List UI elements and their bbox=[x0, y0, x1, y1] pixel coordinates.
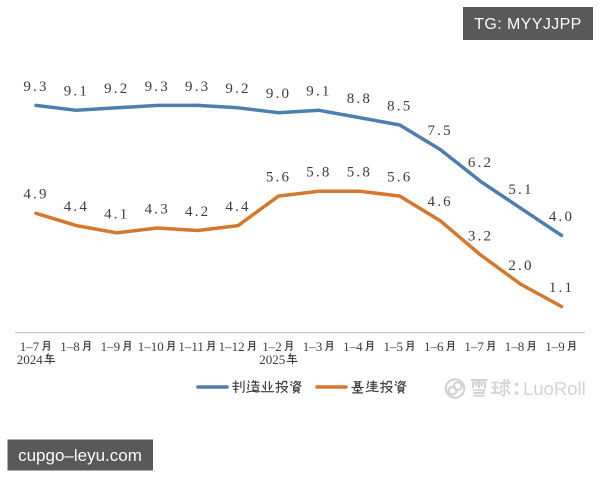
svg-text:2.0: 2.0 bbox=[508, 258, 533, 274]
svg-text:TG: MYYJJPP: TG: MYYJJPP bbox=[474, 16, 582, 33]
svg-text:5.8: 5.8 bbox=[347, 165, 372, 181]
svg-text:8.5: 8.5 bbox=[387, 98, 412, 114]
svg-text:2024: 2024 bbox=[17, 352, 44, 367]
svg-text:1–11: 1–11 bbox=[178, 339, 204, 354]
svg-text:5.6: 5.6 bbox=[266, 170, 291, 186]
svg-text:9.1: 9.1 bbox=[306, 84, 331, 100]
svg-text:1.1: 1.1 bbox=[549, 280, 574, 296]
svg-text:4.2: 4.2 bbox=[185, 204, 210, 220]
svg-text:5.1: 5.1 bbox=[508, 182, 533, 198]
svg-text:5.6: 5.6 bbox=[387, 170, 412, 186]
svg-text:1–7: 1–7 bbox=[20, 339, 40, 354]
svg-text:4.1: 4.1 bbox=[104, 206, 129, 222]
svg-text:4.4: 4.4 bbox=[64, 199, 89, 215]
svg-text:9.3: 9.3 bbox=[145, 79, 170, 95]
svg-text:1–6: 1–6 bbox=[424, 339, 444, 354]
svg-text:1–7: 1–7 bbox=[464, 339, 484, 354]
svg-text:1–5: 1–5 bbox=[384, 339, 404, 354]
svg-text:7.5: 7.5 bbox=[428, 123, 453, 139]
svg-text:9.2: 9.2 bbox=[225, 81, 250, 97]
svg-text:1–2: 1–2 bbox=[262, 339, 282, 354]
svg-text:1–9: 1–9 bbox=[545, 339, 565, 354]
svg-text:LuoRoll: LuoRoll bbox=[523, 378, 586, 399]
svg-text:1–8: 1–8 bbox=[60, 339, 79, 354]
svg-text:9.2: 9.2 bbox=[104, 81, 129, 97]
svg-text:4.0: 4.0 bbox=[549, 209, 574, 225]
svg-text:1–3: 1–3 bbox=[303, 339, 323, 354]
svg-text:1–8: 1–8 bbox=[505, 339, 525, 354]
svg-text:3.2: 3.2 bbox=[468, 228, 493, 244]
svg-text:5.8: 5.8 bbox=[306, 165, 331, 181]
svg-text:4.9: 4.9 bbox=[23, 187, 48, 203]
svg-text:4.6: 4.6 bbox=[428, 194, 453, 210]
svg-text:6.2: 6.2 bbox=[468, 155, 493, 171]
svg-text:9.3: 9.3 bbox=[185, 79, 210, 95]
svg-text:1–10: 1–10 bbox=[138, 339, 164, 354]
svg-text:cupgo–leyu.com: cupgo–leyu.com bbox=[18, 446, 142, 465]
svg-text:1–12: 1–12 bbox=[219, 339, 245, 354]
svg-text:1–9: 1–9 bbox=[101, 339, 121, 354]
svg-text:2025: 2025 bbox=[259, 352, 285, 367]
svg-text:8.8: 8.8 bbox=[347, 91, 372, 107]
svg-text:9.3: 9.3 bbox=[23, 79, 48, 95]
svg-text:9.0: 9.0 bbox=[266, 86, 291, 102]
svg-text:4.4: 4.4 bbox=[225, 199, 250, 215]
svg-text:1–4: 1–4 bbox=[343, 339, 363, 354]
svg-text:9.1: 9.1 bbox=[64, 84, 89, 100]
svg-text:4.3: 4.3 bbox=[145, 201, 170, 217]
